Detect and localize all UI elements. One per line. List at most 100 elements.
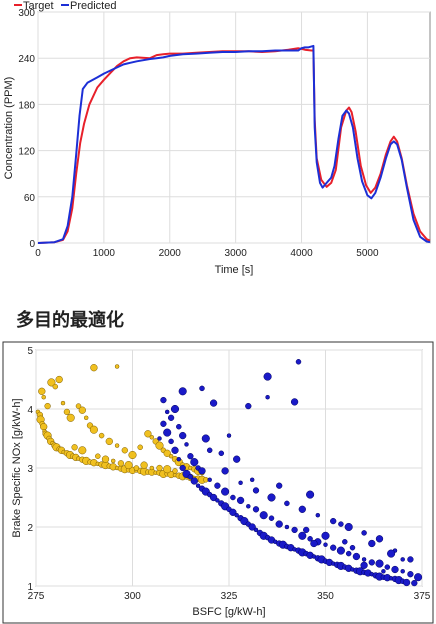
scatter-point xyxy=(344,522,353,532)
scatter-point xyxy=(352,552,361,561)
scatter-point xyxy=(52,383,59,390)
scatter-point xyxy=(295,359,302,365)
scatter-point xyxy=(349,544,356,551)
scatter-point xyxy=(375,535,384,543)
x-axis-label: BSFC [g/kW-h] xyxy=(192,606,265,618)
series-lines xyxy=(37,44,431,244)
scatter-point xyxy=(176,423,182,430)
scatter-point xyxy=(167,414,175,421)
scatter-point xyxy=(342,539,348,545)
scatter-point xyxy=(163,428,172,437)
scatter-point xyxy=(226,433,232,438)
y-tick-label: 2 xyxy=(27,523,33,534)
scatter-point xyxy=(60,400,66,406)
scatter-point xyxy=(407,571,414,578)
scatter-point xyxy=(306,490,315,499)
y-tick-label: 3 xyxy=(27,464,33,475)
scatter-point xyxy=(187,474,194,480)
plot-area xyxy=(37,11,431,244)
scatter-point xyxy=(360,561,368,569)
scatter-point xyxy=(400,569,405,574)
scatter-point xyxy=(245,402,252,410)
scatter-point xyxy=(252,506,260,513)
scatter-point xyxy=(387,549,396,558)
scatter-point xyxy=(407,556,414,563)
x-tick-label: 5000 xyxy=(356,248,379,259)
scatter-point xyxy=(375,559,384,568)
scatter-point xyxy=(75,403,82,409)
scatter-point xyxy=(121,447,128,454)
scatter-point xyxy=(253,527,259,533)
scatter-point xyxy=(117,460,125,467)
scatter-point xyxy=(214,482,221,489)
scatter-point xyxy=(249,477,255,483)
y-tick-label: 300 xyxy=(18,8,35,19)
y-axis-label: Brake Specific NOx [g/kW-h] xyxy=(11,398,23,537)
scatter-point xyxy=(184,442,189,447)
scatter-point xyxy=(172,468,178,474)
scatter-point xyxy=(338,521,344,527)
scatter-point xyxy=(209,493,218,502)
x-tick-label: 0 xyxy=(35,248,41,259)
y-tick-label: 180 xyxy=(18,100,35,111)
scatter-point xyxy=(190,458,199,467)
scatter-point xyxy=(368,559,375,566)
scatter-point xyxy=(40,423,48,431)
scatter-point xyxy=(284,524,290,530)
scatter-point xyxy=(78,446,87,455)
scatter-point xyxy=(83,415,89,421)
y-tick-labels: 1 2 3 4 5 xyxy=(27,346,33,593)
scatter-point xyxy=(95,453,101,459)
scatter-point xyxy=(411,579,418,587)
scatter-point xyxy=(170,404,180,414)
scatter-point xyxy=(215,498,220,503)
scatter-point xyxy=(263,372,272,381)
scatter-point xyxy=(238,480,243,486)
scatter-point xyxy=(98,432,105,439)
scatter-point xyxy=(230,494,236,501)
x-tick-labels: 0 1000 2000 3000 4000 5000 xyxy=(35,248,379,259)
scatter-point xyxy=(330,517,337,525)
scatter-point xyxy=(265,394,270,400)
scatter-point xyxy=(298,531,307,540)
scatter-point xyxy=(201,434,210,443)
scatter-point xyxy=(144,430,152,438)
scatter-point xyxy=(168,438,174,445)
x-tick-label: 4000 xyxy=(290,248,313,259)
y-axis-label: Concentration (PPM) xyxy=(3,77,15,180)
x-tick-label: 300 xyxy=(124,591,141,602)
x-tick-label: 375 xyxy=(414,591,431,602)
scatter-point xyxy=(206,447,213,454)
scatter-point xyxy=(149,435,155,440)
scatter-point xyxy=(187,453,194,460)
scatter-point xyxy=(323,542,328,547)
scatter-point xyxy=(140,461,148,469)
scatter-point xyxy=(195,483,201,488)
legend-label-predicted: Predicted xyxy=(70,0,116,12)
scatter-point xyxy=(321,531,330,540)
section-title: 多目的最適化 xyxy=(16,310,124,331)
line-chart: 0 1000 2000 3000 4000 5000 0 60 120 180 240 300 Ti… xyxy=(3,0,431,276)
x-tick-label: 1000 xyxy=(93,248,116,259)
scatter-point xyxy=(400,557,405,562)
scatter-point xyxy=(291,526,298,534)
scatter-point xyxy=(38,387,46,395)
legend-label-target: Target xyxy=(23,0,54,12)
scatter-point xyxy=(330,544,337,551)
x-tick-label: 325 xyxy=(221,591,238,602)
scatter-point xyxy=(41,394,46,400)
scatter-point xyxy=(110,458,116,464)
scatter-point xyxy=(381,569,386,574)
scatter-point xyxy=(229,508,237,516)
scatter-point xyxy=(218,450,225,457)
scatter-point xyxy=(221,487,230,496)
scatter-point xyxy=(44,402,51,410)
scatter-point xyxy=(307,536,313,542)
scatter-point xyxy=(336,546,345,555)
scatter-point xyxy=(207,477,212,483)
scatter-point xyxy=(105,437,113,446)
scatter-point xyxy=(221,467,229,475)
scatter-point xyxy=(71,444,78,451)
scatter-point xyxy=(66,413,75,422)
series-line-target xyxy=(37,47,431,244)
